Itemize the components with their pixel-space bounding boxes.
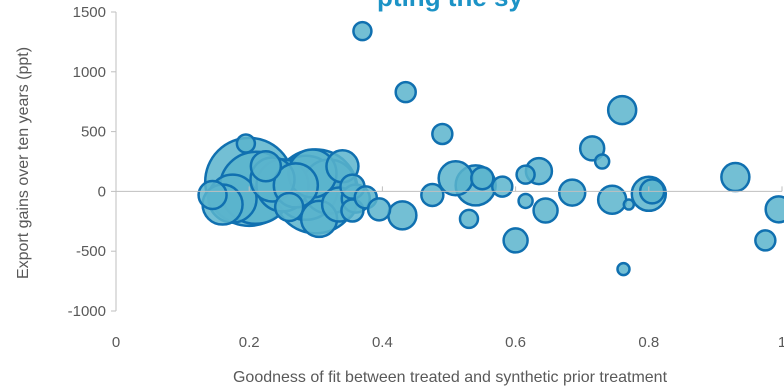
data-bubble: [352, 20, 373, 42]
data-bubble: [764, 195, 784, 224]
data-bubble: [557, 178, 587, 207]
x-axis-title: Goodness of fit between treated and synt…: [233, 369, 668, 386]
plot-area: [197, 20, 784, 277]
data-bubble: [720, 161, 751, 193]
data-bubble: [596, 184, 628, 216]
y-tick-label: 1000: [73, 64, 106, 81]
data-bubble: [616, 261, 631, 277]
y-axis-title: Export gains over ten years (ppt): [15, 47, 32, 279]
data-bubble: [470, 165, 495, 191]
data-bubble: [394, 80, 417, 104]
data-bubble: [437, 159, 474, 197]
data-bubble: [366, 197, 392, 222]
data-bubble: [273, 191, 305, 223]
y-tick-label: -500: [76, 243, 106, 260]
data-bubble: [458, 208, 480, 230]
y-tick-label: 500: [81, 124, 106, 141]
data-bubble: [387, 200, 418, 231]
data-bubble: [606, 94, 638, 126]
y-tick-label: 0: [98, 183, 106, 200]
x-tick-label: 0.4: [372, 334, 393, 351]
x-tick-label: 0.8: [638, 334, 659, 351]
data-bubble: [593, 153, 611, 170]
x-tick-label: 1: [778, 334, 784, 351]
data-bubble: [431, 122, 454, 146]
data-bubble: [502, 227, 529, 254]
y-tick-label: 1500: [73, 4, 106, 21]
data-bubble: [622, 198, 636, 211]
tick-labels: 1500 1000 500 0 -500 -1000 0 0.2 0.4 0.6 0.8 1: [68, 4, 784, 351]
data-bubble: [491, 175, 514, 198]
x-tick-label: 0: [112, 334, 120, 351]
data-bubble: [532, 197, 559, 224]
data-bubble: [197, 179, 228, 211]
chart-title: pting the sy: [377, 0, 523, 12]
data-bubble: [754, 229, 777, 252]
data-bubble: [517, 192, 534, 210]
x-tick-label: 0.2: [239, 334, 260, 351]
x-tick-label: 0.6: [505, 334, 526, 351]
data-bubble: [249, 150, 283, 183]
y-tick-label: -1000: [68, 303, 106, 320]
data-bubble: [420, 182, 445, 208]
data-bubble: [515, 164, 536, 185]
data-bubble: [235, 133, 257, 154]
axes: [111, 11, 783, 312]
